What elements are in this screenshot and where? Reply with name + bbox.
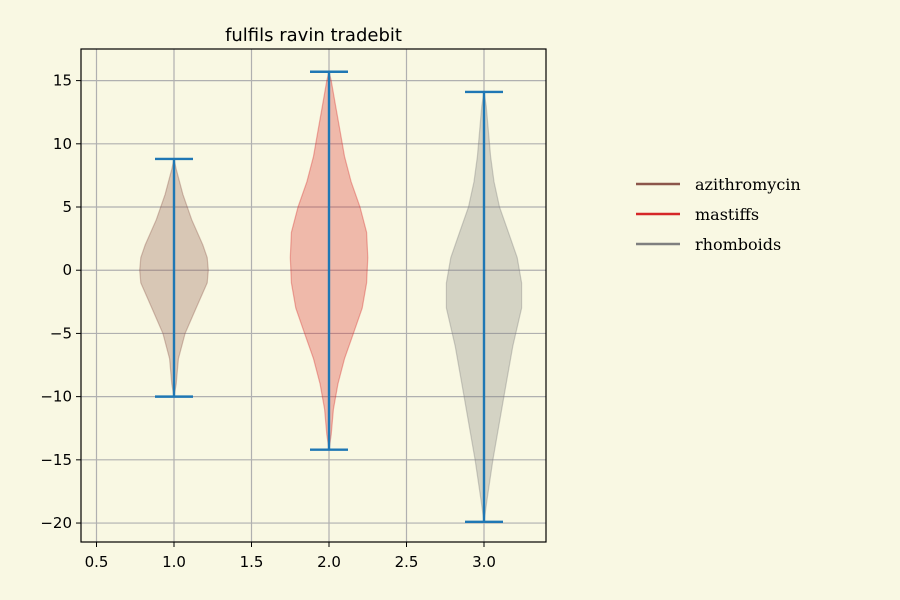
y-tick-label: 0	[62, 261, 72, 279]
x-tick-label: 2.0	[317, 553, 341, 571]
y-tick-label: 5	[62, 198, 72, 216]
x-tick-label: 0.5	[85, 553, 109, 571]
x-axis-ticks: 0.5 1.0 1.5 2.0 2.5 3.0	[85, 542, 496, 571]
legend-label-rhomboids: rhomboids	[695, 235, 781, 254]
x-tick-label: 1.5	[240, 553, 264, 571]
y-tick-label: −10	[40, 388, 72, 406]
chart-title: fulfils ravin tradebit	[225, 25, 402, 46]
y-tick-label: 15	[53, 72, 72, 90]
legend-label-mastiffs: mastiffs	[695, 205, 759, 224]
x-tick-label: 1.0	[162, 553, 186, 571]
violins	[139, 71, 523, 522]
plot-frame	[80, 48, 547, 543]
y-tick-label: −5	[50, 324, 72, 342]
x-tick-label: 3.0	[472, 553, 496, 571]
legend: azithromycin mastiffs rhomboids	[636, 175, 801, 254]
y-axis-ticks: 15 10 5 0 −5 −10 −15 −20	[40, 72, 81, 532]
y-tick-label: −20	[40, 514, 72, 532]
legend-label-azithromycin: azithromycin	[695, 175, 801, 194]
y-tick-label: 10	[53, 135, 72, 153]
y-tick-label: −15	[40, 451, 72, 469]
x-tick-label: 2.5	[395, 553, 419, 571]
whiskers	[155, 70, 503, 523]
